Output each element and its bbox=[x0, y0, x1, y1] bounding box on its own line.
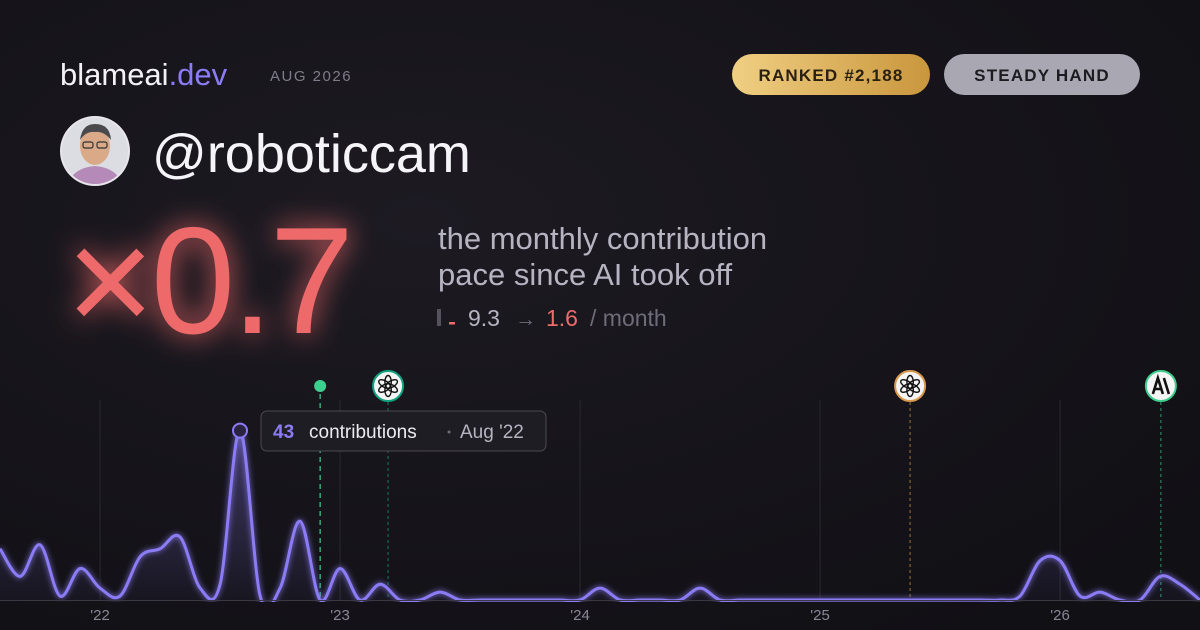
username: @roboticcam bbox=[152, 124, 471, 184]
description-line: the monthly contribution bbox=[438, 221, 767, 256]
event-dot bbox=[314, 380, 327, 392]
tooltip-value: 43 bbox=[273, 422, 294, 443]
pace-before: 9.3 bbox=[468, 305, 500, 331]
tooltip-separator bbox=[447, 430, 451, 434]
description-line: pace since AI took off bbox=[438, 257, 733, 292]
chart: '22 '23 '24 '25 '26 43 contributions Aug '22 bbox=[0, 370, 1200, 624]
x-tick-label: '22 bbox=[90, 607, 110, 624]
avatar bbox=[60, 116, 130, 186]
event-marker bbox=[894, 370, 927, 600]
brand-name: blameai bbox=[60, 57, 169, 92]
brand: blameai.dev bbox=[60, 57, 228, 92]
pace-unit: / month bbox=[590, 305, 667, 331]
multiplier: ×0.7 bbox=[66, 196, 350, 366]
tooltip-date: Aug '22 bbox=[460, 422, 524, 443]
highlight-point bbox=[232, 422, 248, 439]
event-icon-bg bbox=[372, 370, 405, 402]
pace-icon bbox=[437, 309, 455, 326]
brand-suffix: .dev bbox=[169, 57, 228, 92]
event-icon-bg bbox=[894, 370, 927, 402]
x-tick-label: '23 bbox=[330, 607, 350, 624]
rank-badge bbox=[732, 54, 930, 95]
pace-after: 1.6 bbox=[546, 305, 578, 331]
event-marker bbox=[1144, 370, 1177, 600]
event-icon-glyph bbox=[1151, 373, 1171, 395]
x-tick-label: '24 bbox=[570, 607, 590, 624]
tooltip-label: contributions bbox=[309, 422, 417, 443]
date: AUG 2026 bbox=[270, 68, 352, 85]
event-icon-petal bbox=[378, 379, 392, 389]
x-tick-label: '25 bbox=[810, 607, 830, 624]
pace-arrow: → bbox=[515, 308, 536, 331]
event-icon-petal bbox=[900, 379, 914, 389]
x-tick-label: '26 bbox=[1050, 607, 1070, 624]
line-area bbox=[0, 430, 1200, 602]
style-text: STEADY HAND bbox=[974, 66, 1110, 85]
event-marker bbox=[314, 380, 327, 600]
style-badge bbox=[944, 54, 1140, 95]
tooltip-box bbox=[260, 410, 547, 452]
rank-text: RANKED #2,188 bbox=[758, 66, 903, 85]
